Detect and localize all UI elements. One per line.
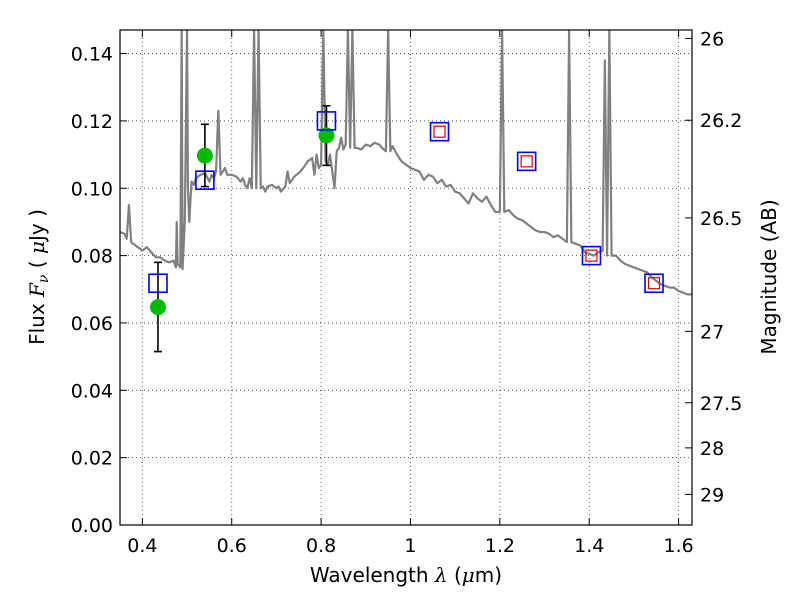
right-tick-label: 27 bbox=[700, 321, 724, 343]
x-tick-label: 1.2 bbox=[485, 535, 515, 557]
x-tick-label: 1 bbox=[404, 535, 416, 557]
right-tick-label: 26.5 bbox=[700, 208, 742, 230]
model-point bbox=[148, 273, 168, 294]
plot-area bbox=[120, 30, 692, 353]
y-axis-title: Flux Fν ( μJy ) bbox=[25, 209, 52, 345]
plot-frame bbox=[119, 29, 693, 526]
sed-line bbox=[120, 30, 692, 296]
model-point-inner bbox=[520, 155, 533, 168]
model-point bbox=[316, 111, 337, 131]
model-point bbox=[581, 245, 602, 266]
right-tick-label: 27.5 bbox=[700, 393, 742, 415]
y-tick-label: 0.04 bbox=[71, 380, 113, 402]
model-point bbox=[644, 273, 664, 294]
observed-point bbox=[318, 127, 335, 144]
x-axis-title: Wavelength λ (μm) bbox=[310, 563, 502, 587]
x-tick-label: 0.4 bbox=[127, 535, 157, 557]
x-tick-label: 0.8 bbox=[306, 535, 336, 557]
right-tick-label: 29 bbox=[700, 484, 724, 506]
right-tick-label: 26.2 bbox=[700, 110, 742, 132]
right-tick-label: 28 bbox=[700, 438, 724, 460]
y-tick-label: 0.06 bbox=[71, 313, 113, 335]
y-tick-label: 0.08 bbox=[71, 246, 113, 268]
y-tick-label: 0.14 bbox=[71, 44, 113, 66]
x-tick-label: 1.4 bbox=[574, 535, 604, 557]
y-tick-label: 0.02 bbox=[71, 448, 113, 470]
observed-point bbox=[149, 299, 166, 316]
right-axis-title: Magnitude (AB) bbox=[757, 199, 781, 354]
model-point bbox=[429, 121, 450, 142]
model-point bbox=[195, 170, 215, 190]
y-tick-label: 0.10 bbox=[71, 178, 113, 200]
model-point-inner bbox=[647, 277, 661, 290]
y-tick-label: 0.12 bbox=[71, 111, 113, 133]
model-point-inner bbox=[585, 249, 598, 262]
ticks: 0.4 0.6 0.8 1 1.2 1.4 1.6 0.00 0.02 0.04 0.06 0.08 0… bbox=[71, 28, 743, 557]
x-tick-label: 0.6 bbox=[217, 535, 247, 557]
axes bbox=[119, 29, 693, 526]
right-tick-label: 26 bbox=[700, 28, 724, 50]
observed-point bbox=[196, 147, 213, 164]
model-point bbox=[516, 151, 537, 172]
y-tick-label: 0.00 bbox=[71, 515, 113, 537]
model-point-inner bbox=[433, 125, 446, 138]
x-tick-label: 1.6 bbox=[663, 535, 693, 557]
